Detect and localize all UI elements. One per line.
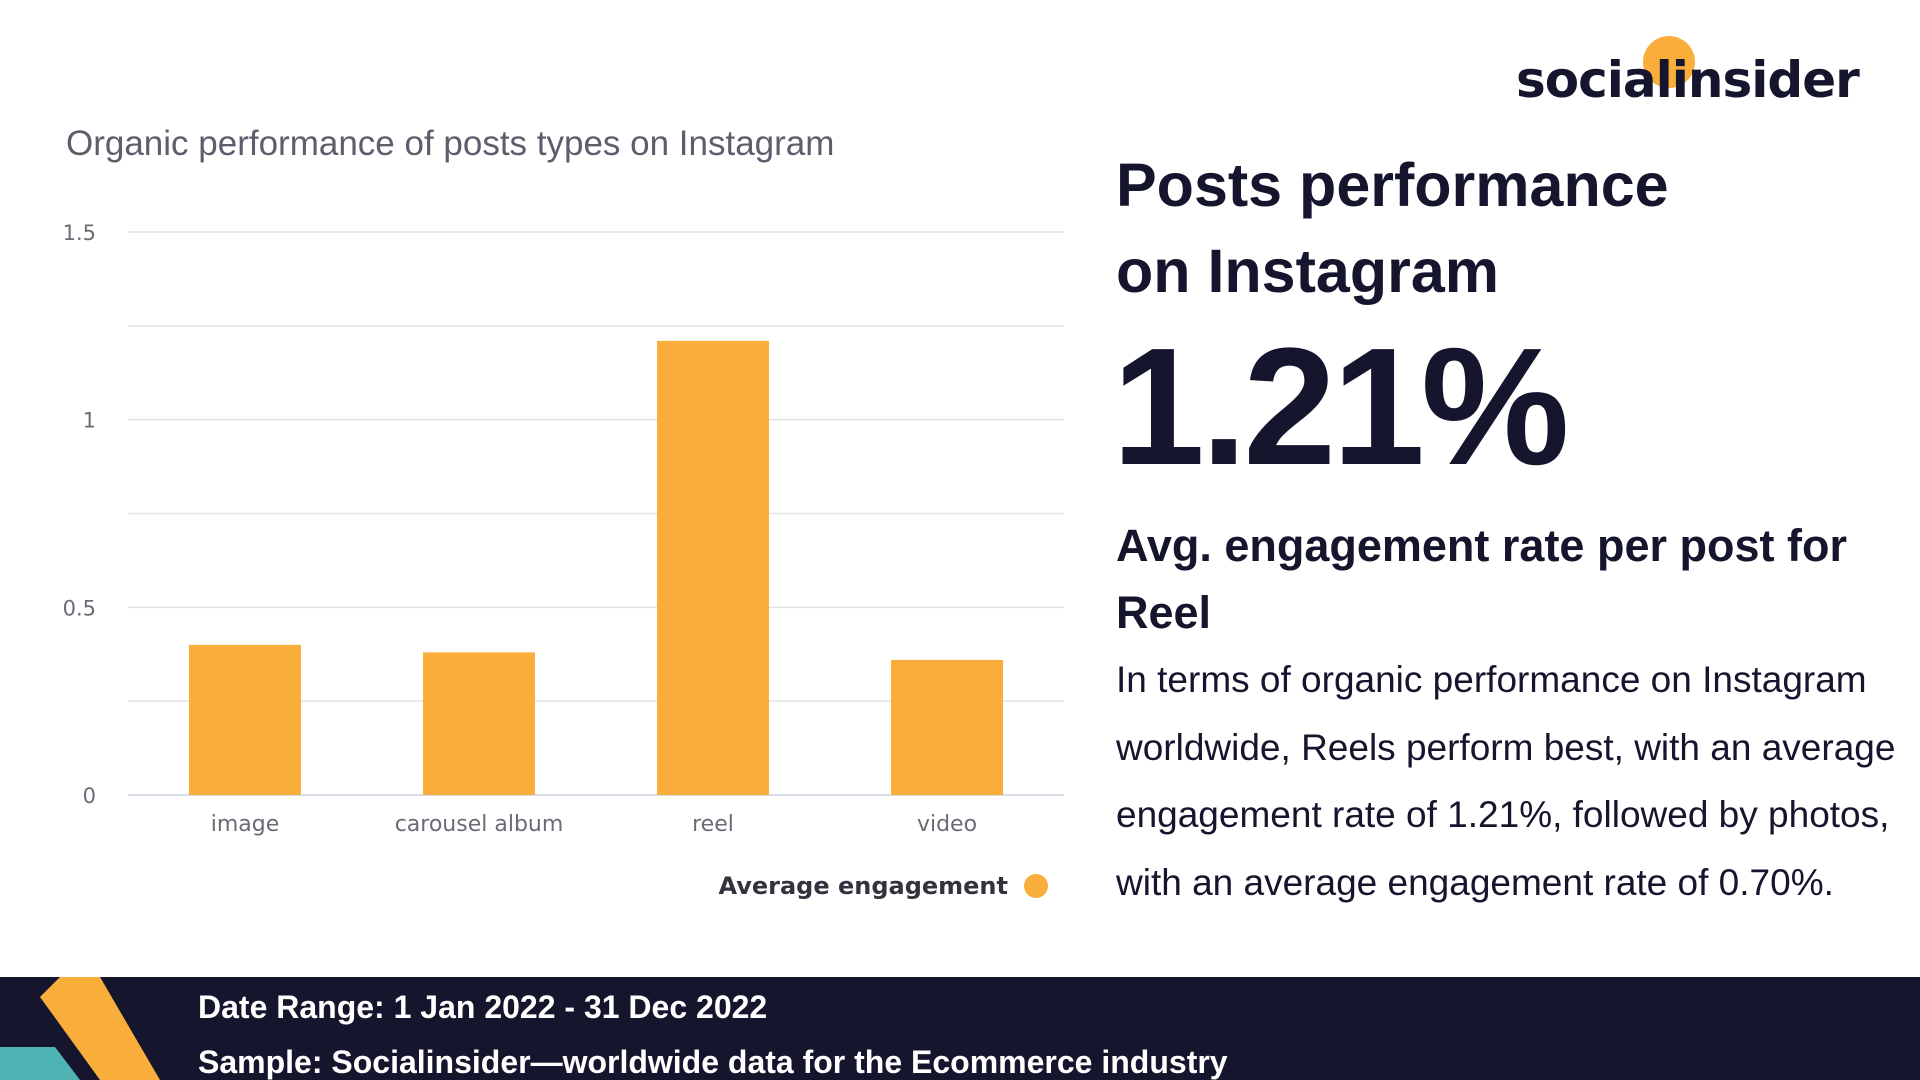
logo-dot-icon (1643, 36, 1695, 88)
bar-reel[interactable] (657, 340, 769, 795)
description-text: In terms of organic performance on Insta… (1116, 659, 1896, 903)
y-tick-label: 0.5 (63, 596, 96, 620)
socialinsider-logo: : socialinsider (1510, 30, 1860, 110)
footer-decoration-icon (0, 977, 160, 1080)
headline-line-1: Posts performance (1116, 151, 1669, 219)
y-tick-label: 1.5 (63, 221, 96, 245)
legend-marker-icon (1024, 874, 1048, 898)
y-tick-label: 0 (83, 784, 96, 808)
chart-title: Organic performance of posts types on In… (66, 124, 835, 163)
engagement-stat-label: Avg. engagement rate per post for Reel (1116, 520, 1847, 638)
x-tick-label: reel (692, 812, 734, 837)
logo-eyes-icon: : (1660, 50, 1671, 83)
logo-text: socialinsider (1516, 51, 1860, 109)
bar-image[interactable] (189, 644, 301, 795)
bar-carousel-album[interactable] (423, 652, 535, 795)
footer-date-range: Date Range: 1 Jan 2022 - 31 Dec 2022 (198, 989, 768, 1025)
x-tick-label: video (917, 812, 977, 837)
bar-video[interactable] (891, 659, 1003, 795)
x-tick-label: image (211, 812, 280, 837)
y-tick-label: 1 (83, 409, 96, 433)
headline-line-2: on Instagram (1116, 237, 1500, 305)
engagement-stat-value: 1.21% (1112, 314, 1570, 500)
headline: Posts performance on Instagram (1116, 142, 1896, 314)
footer-sample: Sample: Socialinsider—worldwide data for… (198, 1044, 1228, 1080)
chart-legend[interactable]: Average engagement (718, 872, 1048, 900)
x-tick-label: carousel album (395, 812, 564, 837)
footer-bar: Date Range: 1 Jan 2022 - 31 Dec 2022 Sam… (0, 977, 1920, 1080)
summary-panel: Posts performance on Instagram 1.21% Avg… (1112, 142, 1896, 916)
legend-label: Average engagement (718, 872, 1008, 900)
